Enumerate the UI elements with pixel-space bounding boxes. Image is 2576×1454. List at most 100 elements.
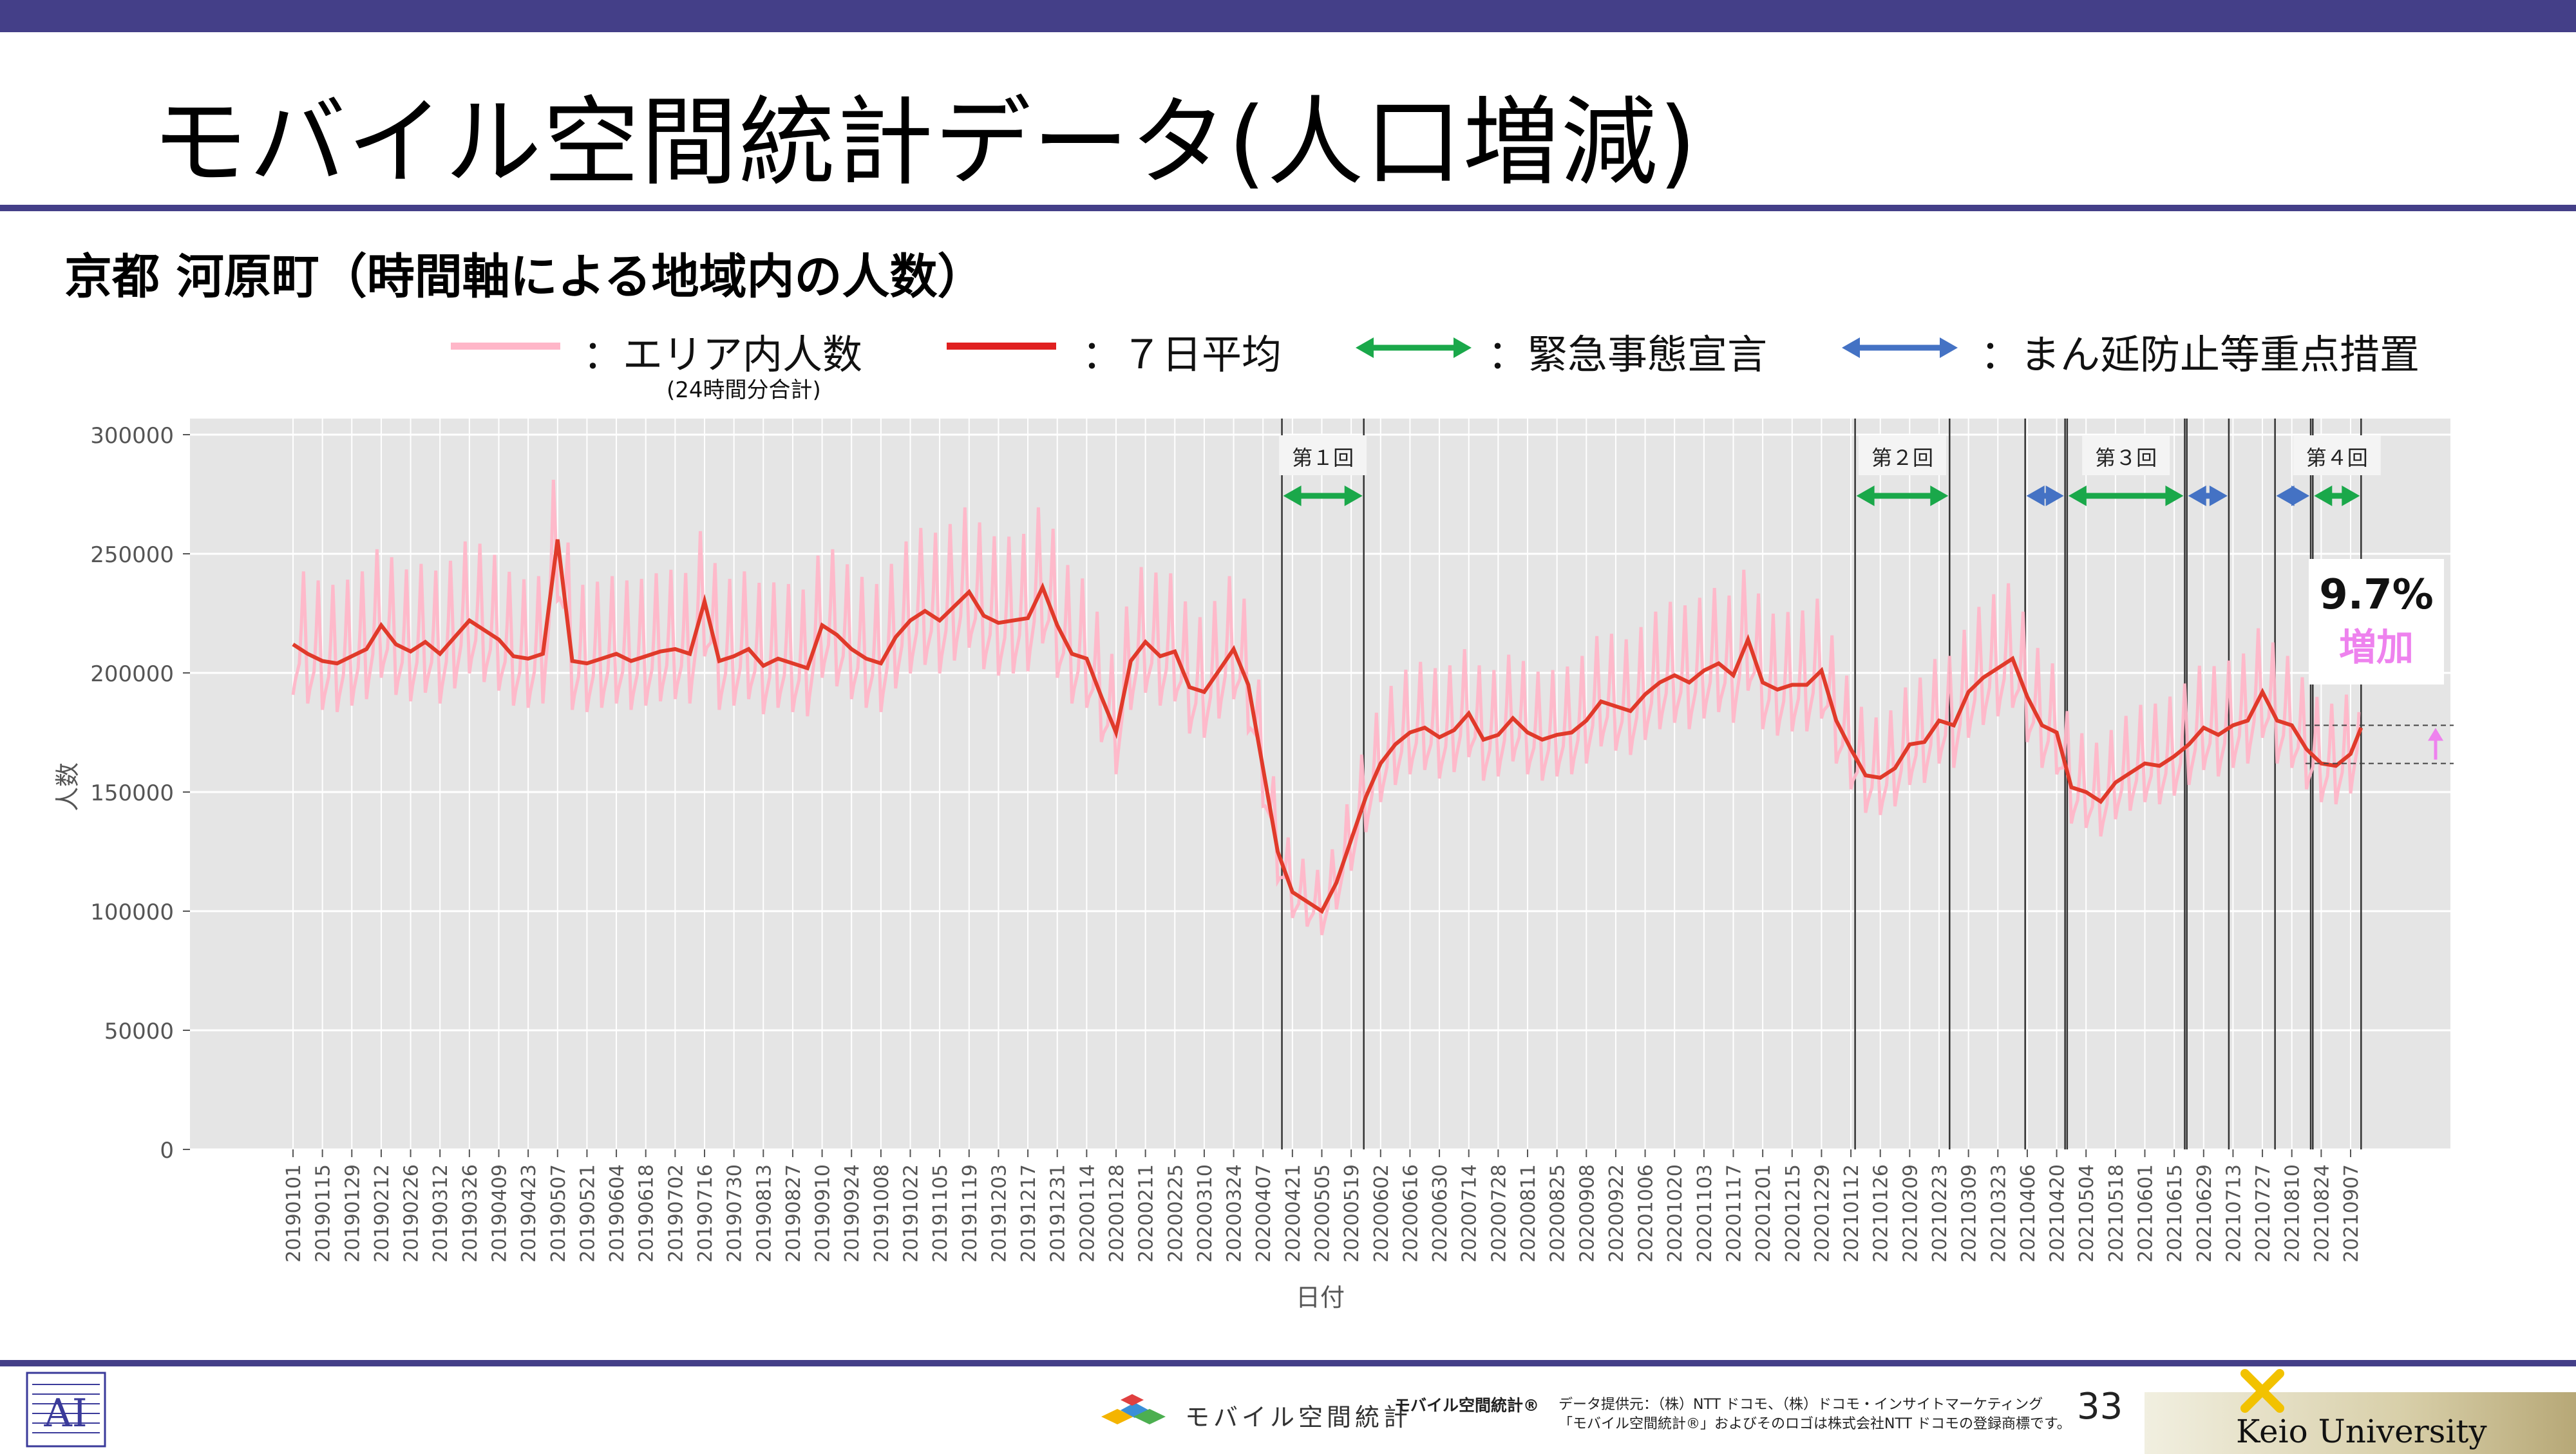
annotation-box [2309,559,2444,685]
x-tick-label: 20190827 [782,1164,805,1263]
x-tick-label: 20200630 [1429,1164,1452,1263]
legend-swatch-area-count [451,343,560,350]
period-markers: 第１回 第２回 第３回 第４回 [1279,435,2381,506]
chart-subtitle: 京都 河原町（時間軸による地域内の人数） [64,249,985,305]
x-tick-label: 20200407 [1253,1164,1275,1263]
x-tick-label: 20191105 [929,1164,952,1263]
footer-divider [0,1360,2576,1366]
x-tick-label: 20190521 [576,1164,599,1263]
legend-swatch-7day-average [947,343,1056,350]
x-tick-label: 20210309 [1958,1164,1981,1263]
x-tick-label: 20201201 [1752,1164,1775,1263]
x-tick-label: 20200505 [1312,1164,1334,1263]
x-tick-label: 20190924 [841,1164,864,1263]
y-tick-label: 50000 [104,1019,174,1044]
period-label: 第１回 [1292,446,1354,470]
university-banner [2145,1392,2576,1454]
period-label: 第２回 [1871,446,1933,470]
period-arrow-head-right [2291,486,2310,506]
period-arrow-head-left [2026,486,2045,506]
x-tick-label: 20200714 [1459,1164,1481,1263]
x-tick-label: 20191203 [988,1164,1010,1263]
y-tick-label: 250000 [90,542,174,568]
x-tick-label: 20190326 [459,1164,482,1263]
period-arrow-head-left [1856,486,1875,506]
period-arrow-head-left [1283,486,1302,506]
x-tick-label: 20210601 [2135,1164,2157,1263]
y-tick-label: 0 [160,1138,174,1164]
x-tick-label: 20190910 [812,1164,835,1263]
period-boundaries [1281,419,2362,1149]
x-tick-label: 20191008 [871,1164,893,1263]
legend-arrow-semi-emergency-icon [1842,337,1958,358]
x-tick-label: 20210615 [2164,1164,2186,1263]
period-arrow-head-right [2045,486,2064,506]
y-tick-labels: 0 50000 100000 150000 200000 250000 300000 [90,423,174,1164]
y-gridlines [183,433,2450,1151]
x-tick-label: 20190618 [636,1164,658,1263]
x-tick-label: 20190409 [489,1164,511,1263]
x-tick-label: 20200908 [1576,1164,1598,1263]
x-tick-label: 20201229 [1811,1164,1833,1263]
x-tick-labels: 20190101 20190115 20190129 20190212 20190226… [283,1164,2363,1263]
x-tick-label: 20210112 [1841,1164,1863,1263]
increase-arrow-head [2428,728,2443,741]
x-tick-label: 20190730 [724,1164,746,1263]
period-arrow-head-right [1344,486,1363,506]
x-tick-label: 20200616 [1399,1164,1422,1263]
period-label: 第４回 [2306,446,2368,470]
x-tick-label: 20200728 [1488,1164,1510,1263]
period-arrow-head-left [2314,486,2333,506]
x-tick-label: 20190129 [341,1164,364,1263]
y-tick-label: 200000 [90,661,174,687]
page-number: 33 [2077,1386,2123,1428]
legend-label-area-count: ：エリア内人数 [583,331,863,378]
keio-pen-mark-icon [2240,1369,2284,1413]
period-label: 第３回 [2095,446,2157,470]
x-tick-label: 20210629 [2193,1164,2216,1263]
x-tick-label: 20190716 [694,1164,717,1263]
period-arrow [2276,486,2310,506]
y-axis-label: 人数 [53,762,82,811]
x-tick-label: 20200602 [1370,1164,1393,1263]
x-tick-label: 20190101 [283,1164,305,1263]
footer-credit-line-1: データ提供元：（株）NTT ドコモ、（株）ドコモ・インサイトマーケティング [1558,1397,2043,1413]
x-tick-label: 20190115 [312,1164,335,1263]
period-arrow-head-left [2188,486,2206,506]
x-tick-label: 20190813 [753,1164,775,1263]
x-tick-label: 20201103 [1694,1164,1716,1263]
x-tick-label: 20190312 [430,1164,452,1263]
x-tick-label: 20210406 [2017,1164,2040,1263]
x-tick-label: 20201117 [1723,1164,1746,1263]
x-tick-label: 20210824 [2311,1164,2333,1263]
x-tick-label: 20191231 [1047,1164,1070,1263]
x-tick-label: 20191217 [1018,1164,1040,1263]
x-tick-label: 20210126 [1870,1164,1893,1263]
x-tick-label: 20200310 [1194,1164,1217,1263]
x-tick-label: 20210518 [2105,1164,2128,1263]
period-arrow-head-right [2342,486,2360,506]
population-line-chart: 0 50000 100000 150000 200000 250000 300000 201… [53,419,2454,1312]
legend-arrow-emergency-icon [1356,337,1472,358]
svg-text:AI: AI [43,1391,87,1436]
x-tick-label: 20210209 [1899,1164,1922,1263]
x-tick-label: 20191119 [959,1164,981,1263]
x-tick-label: 20190507 [547,1164,570,1263]
x-tick-label: 20200225 [1164,1164,1187,1263]
x-tick-label: 20210810 [2282,1164,2304,1263]
title-divider [0,205,2576,211]
x-tick-label: 20191022 [900,1164,923,1263]
x-tick-label: 20210713 [2222,1164,2245,1263]
x-tick-label: 20210323 [1987,1164,2010,1263]
annotation-percent: 9.7% [2319,571,2434,619]
y-tick-label: 300000 [90,423,174,449]
period-label-box [1279,435,1367,475]
period-arrow [1283,486,1363,506]
plot-area [190,419,2450,1149]
x-tick-label: 20190702 [665,1164,687,1263]
period-label-box [2082,435,2170,475]
y-tick-label: 150000 [90,780,174,806]
x-tick-label: 20200128 [1106,1164,1128,1263]
x-tick-label: 20200114 [1076,1164,1099,1263]
period-arrow [2188,486,2228,506]
